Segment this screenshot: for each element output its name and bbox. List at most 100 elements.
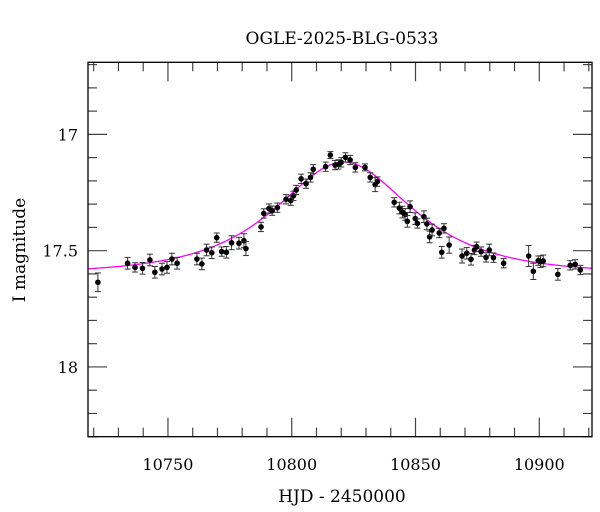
data-point: [429, 223, 436, 237]
point-marker: [577, 267, 584, 273]
point-marker: [274, 204, 281, 211]
data-point: [228, 235, 235, 251]
data-point: [483, 252, 490, 263]
data-point: [151, 265, 158, 279]
data-point: [446, 236, 453, 254]
data-point: [258, 221, 265, 233]
data-point: [414, 218, 421, 229]
y-tick-labels: 17 17.5 18: [42, 125, 78, 377]
point-marker: [490, 254, 497, 261]
data-point: [577, 264, 584, 276]
point-marker: [404, 218, 411, 225]
point-marker: [459, 253, 465, 259]
point-marker: [530, 268, 537, 275]
data-point: [290, 190, 297, 201]
data-point: [407, 200, 414, 214]
data-point: [260, 208, 267, 219]
point-marker: [407, 203, 413, 210]
point-marker: [203, 247, 210, 253]
point-marker: [327, 152, 334, 158]
point-marker: [473, 243, 480, 250]
x-tick-label: 10900: [514, 455, 565, 474]
point-marker: [421, 213, 427, 220]
data-point: [293, 184, 300, 196]
point-marker: [258, 224, 264, 230]
point-marker: [174, 260, 180, 267]
data-point: [367, 172, 374, 183]
point-marker: [236, 240, 242, 247]
point-marker: [391, 199, 398, 206]
point-marker: [169, 256, 175, 262]
data-point: [146, 253, 153, 267]
x-tick-label: 10750: [143, 455, 194, 474]
data-point: [572, 259, 579, 270]
point-marker: [159, 266, 165, 272]
data-point: [530, 262, 537, 280]
data-point: [283, 194, 290, 205]
point-marker: [572, 261, 578, 268]
point-marker: [555, 271, 561, 278]
data-point: [478, 246, 485, 257]
data-point: [213, 232, 220, 243]
data-points-group: [94, 151, 584, 293]
model-curve-group: [87, 161, 592, 270]
data-point: [163, 261, 170, 274]
point-marker: [426, 234, 433, 240]
data-point: [242, 241, 249, 257]
point-marker: [228, 239, 235, 246]
data-point: [459, 248, 466, 264]
point-marker: [298, 176, 304, 182]
point-marker: [338, 159, 345, 166]
point-marker: [208, 249, 215, 256]
point-marker: [269, 207, 275, 214]
point-marker: [362, 164, 368, 171]
data-point: [303, 178, 310, 189]
point-marker: [438, 249, 445, 256]
data-point: [420, 210, 427, 224]
data-point: [168, 252, 175, 266]
data-point: [208, 246, 215, 260]
axis-ticks: [88, 62, 592, 438]
point-marker: [303, 180, 309, 187]
data-point: [486, 243, 493, 257]
data-point: [298, 173, 305, 184]
point-marker: [310, 166, 317, 173]
x-tick-label: 10850: [390, 455, 441, 474]
data-point: [467, 252, 474, 266]
data-point: [554, 268, 561, 281]
data-point: [352, 162, 359, 173]
plot-frame: [87, 61, 593, 438]
data-point: [332, 159, 339, 171]
point-marker: [478, 248, 484, 255]
data-point: [404, 215, 411, 228]
point-marker: [199, 261, 205, 267]
data-point: [174, 256, 181, 270]
point-marker: [436, 230, 443, 236]
data-point: [440, 223, 447, 234]
point-marker: [525, 253, 532, 259]
point-marker: [139, 265, 146, 272]
point-marker: [132, 264, 138, 271]
data-point: [322, 161, 329, 172]
data-point: [94, 272, 101, 293]
point-marker: [283, 196, 289, 203]
data-point: [525, 245, 532, 267]
point-marker: [486, 247, 493, 253]
point-marker: [567, 262, 574, 269]
data-point: [438, 245, 445, 259]
point-marker: [260, 210, 267, 217]
point-marker: [463, 250, 470, 257]
data-point: [463, 246, 470, 260]
point-marker: [540, 258, 547, 264]
data-point: [139, 262, 146, 275]
point-marker: [147, 257, 153, 263]
point-marker: [367, 174, 374, 181]
data-point: [193, 252, 200, 266]
point-marker: [424, 221, 430, 227]
point-marker: [164, 264, 170, 271]
point-marker: [95, 279, 101, 286]
data-point: [132, 262, 139, 273]
data-point: [374, 176, 381, 187]
y-axis-label: I magnitude: [10, 198, 30, 302]
